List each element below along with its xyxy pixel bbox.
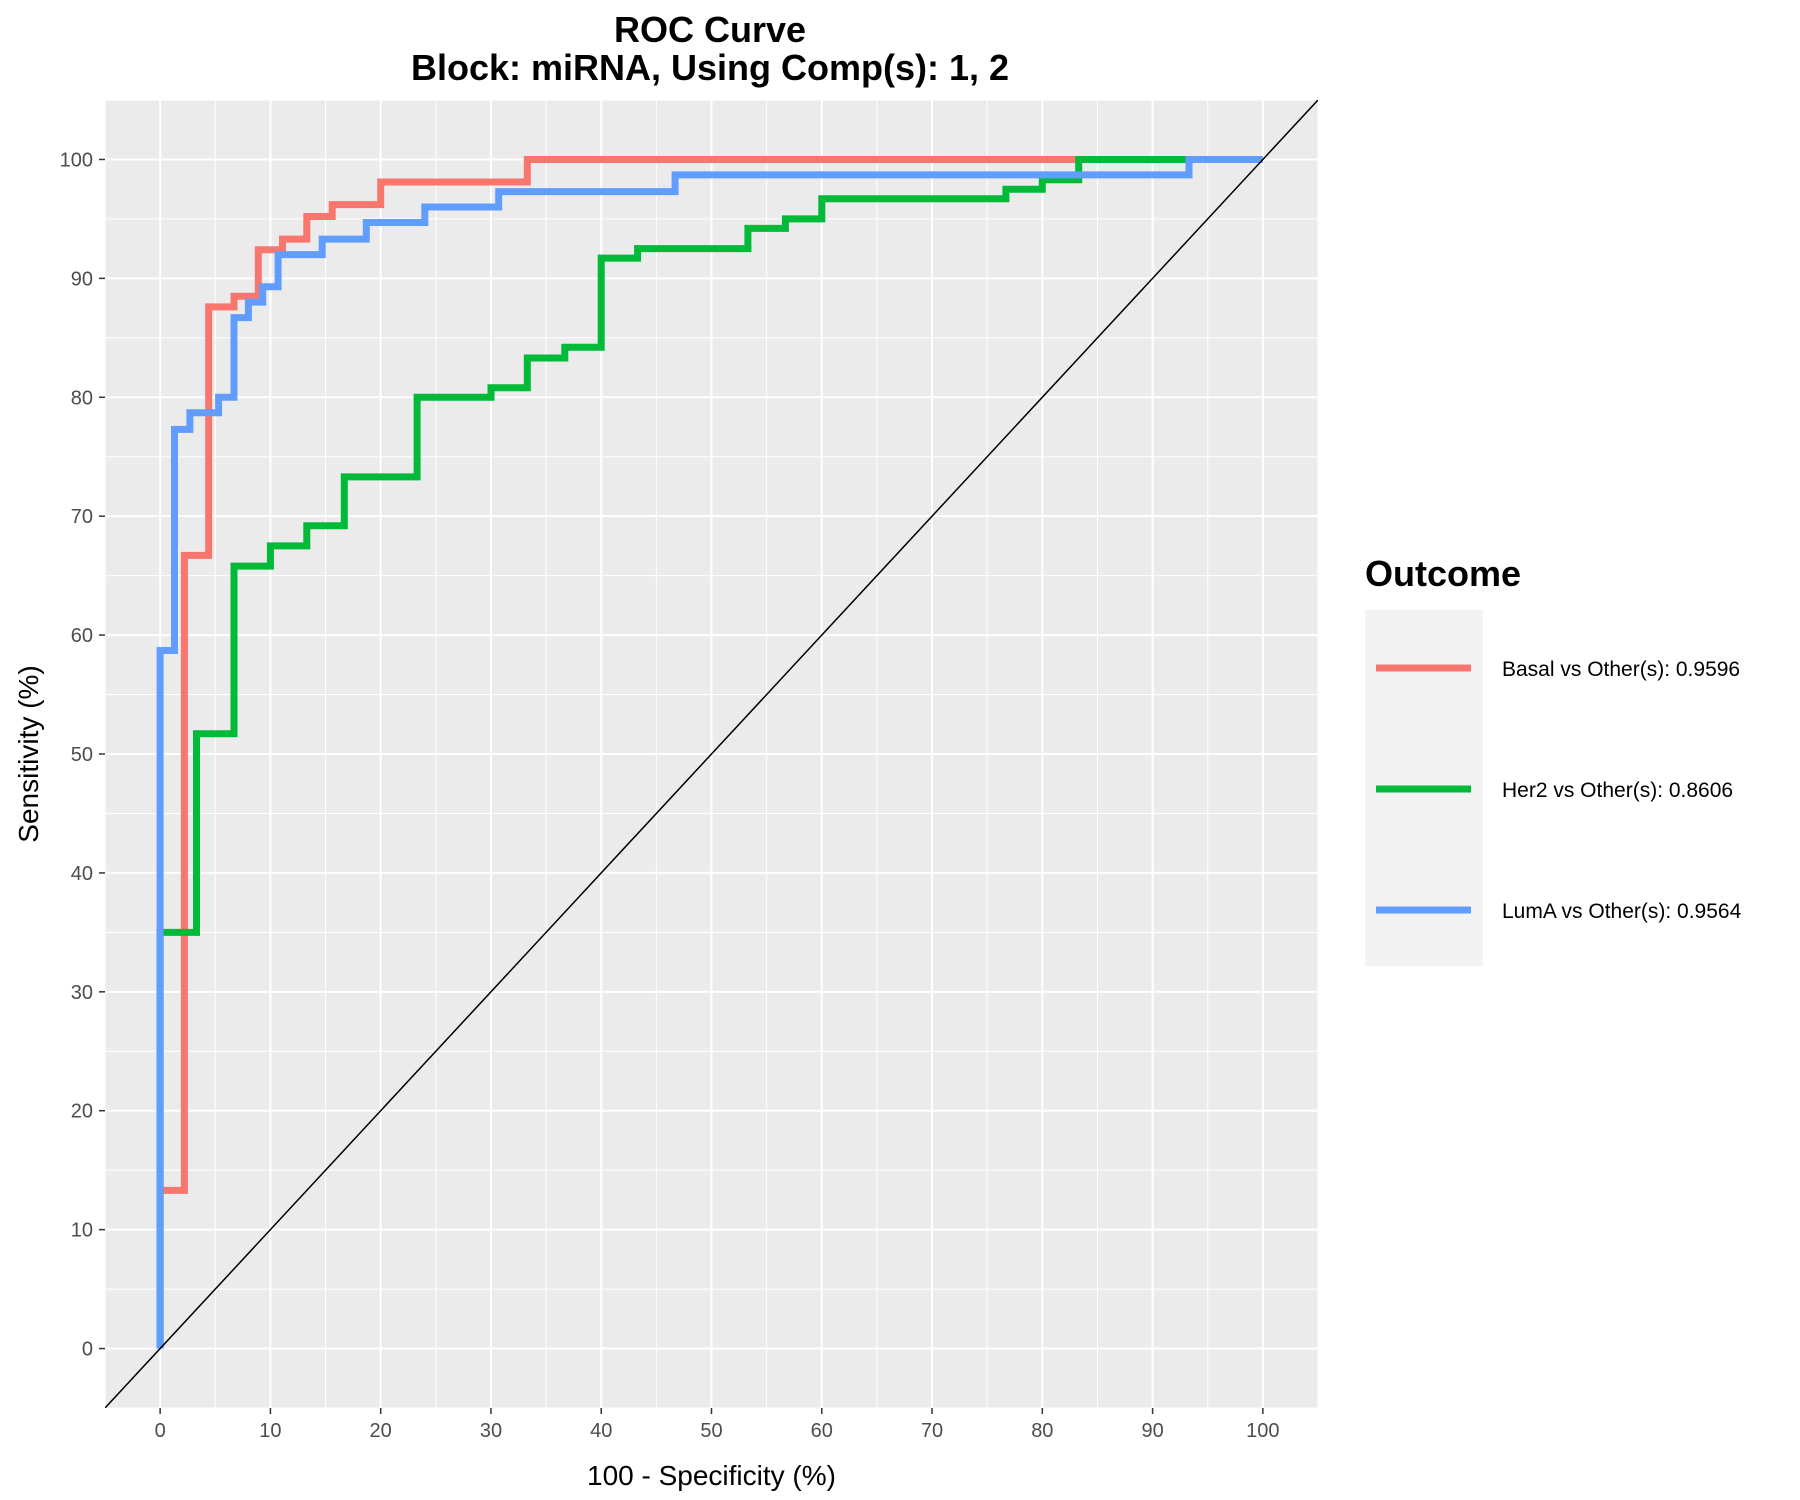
- x-tick-label: 60: [811, 1420, 833, 1442]
- y-tick-label: 60: [71, 625, 93, 647]
- y-tick-label: 70: [71, 506, 93, 528]
- y-tick-label: 30: [71, 982, 93, 1004]
- x-tick-label: 30: [480, 1420, 502, 1442]
- legend-title: Outcome: [1365, 553, 1521, 594]
- x-tick-label: 10: [259, 1420, 281, 1442]
- roc-series-line-2: [156, 156, 1263, 1349]
- y-tick-label: 10: [71, 1220, 93, 1242]
- grid-lines: [104, 99, 1319, 1409]
- legend-label-0: Basal vs Other(s): 0.9596: [1502, 658, 1740, 681]
- x-tick-label: 80: [1031, 1420, 1053, 1442]
- legend: Outcome Basal vs Other(s): 0.9596 Her2 vs…: [1365, 553, 1742, 966]
- x-tick-label: 40: [590, 1420, 612, 1442]
- x-tick-label: 70: [921, 1420, 943, 1442]
- y-tick-label: 20: [71, 1101, 93, 1123]
- y-tick-label: 0: [82, 1339, 93, 1361]
- x-tick-label: 90: [1141, 1420, 1163, 1442]
- x-tick-label: 50: [700, 1420, 722, 1442]
- y-tick-label: 80: [71, 387, 93, 409]
- legend-label-1: Her2 vs Other(s): 0.8606: [1502, 779, 1733, 802]
- y-tick-label: 100: [60, 149, 93, 171]
- roc-series-line-1: [156, 156, 1189, 1349]
- y-tick-label: 40: [71, 863, 93, 885]
- roc-series-line-0: [156, 156, 1079, 1349]
- x-tick-label: 0: [155, 1420, 166, 1442]
- legend-label-2: LumA vs Other(s): 0.9564: [1502, 900, 1742, 923]
- x-axis-title: 100 - Specificity (%): [587, 1460, 836, 1491]
- chart-subtitle: Block: miRNA, Using Comp(s): 1, 2: [411, 47, 1009, 88]
- axis-ticks: 0 10 20 30 40 50 60 70 80 90 100 0 10 20 30 40 50 60 70 80 9…: [60, 149, 1280, 1442]
- y-axis-title: Sensitivity (%): [13, 665, 44, 842]
- y-tick-label: 90: [71, 268, 93, 290]
- x-tick-label: 20: [370, 1420, 392, 1442]
- x-tick-label: 100: [1246, 1420, 1279, 1442]
- series-layer: [105, 100, 1318, 1408]
- chart-title: ROC Curve: [614, 9, 806, 50]
- diagonal-reference-line: [105, 100, 1318, 1408]
- y-tick-label: 50: [71, 744, 93, 766]
